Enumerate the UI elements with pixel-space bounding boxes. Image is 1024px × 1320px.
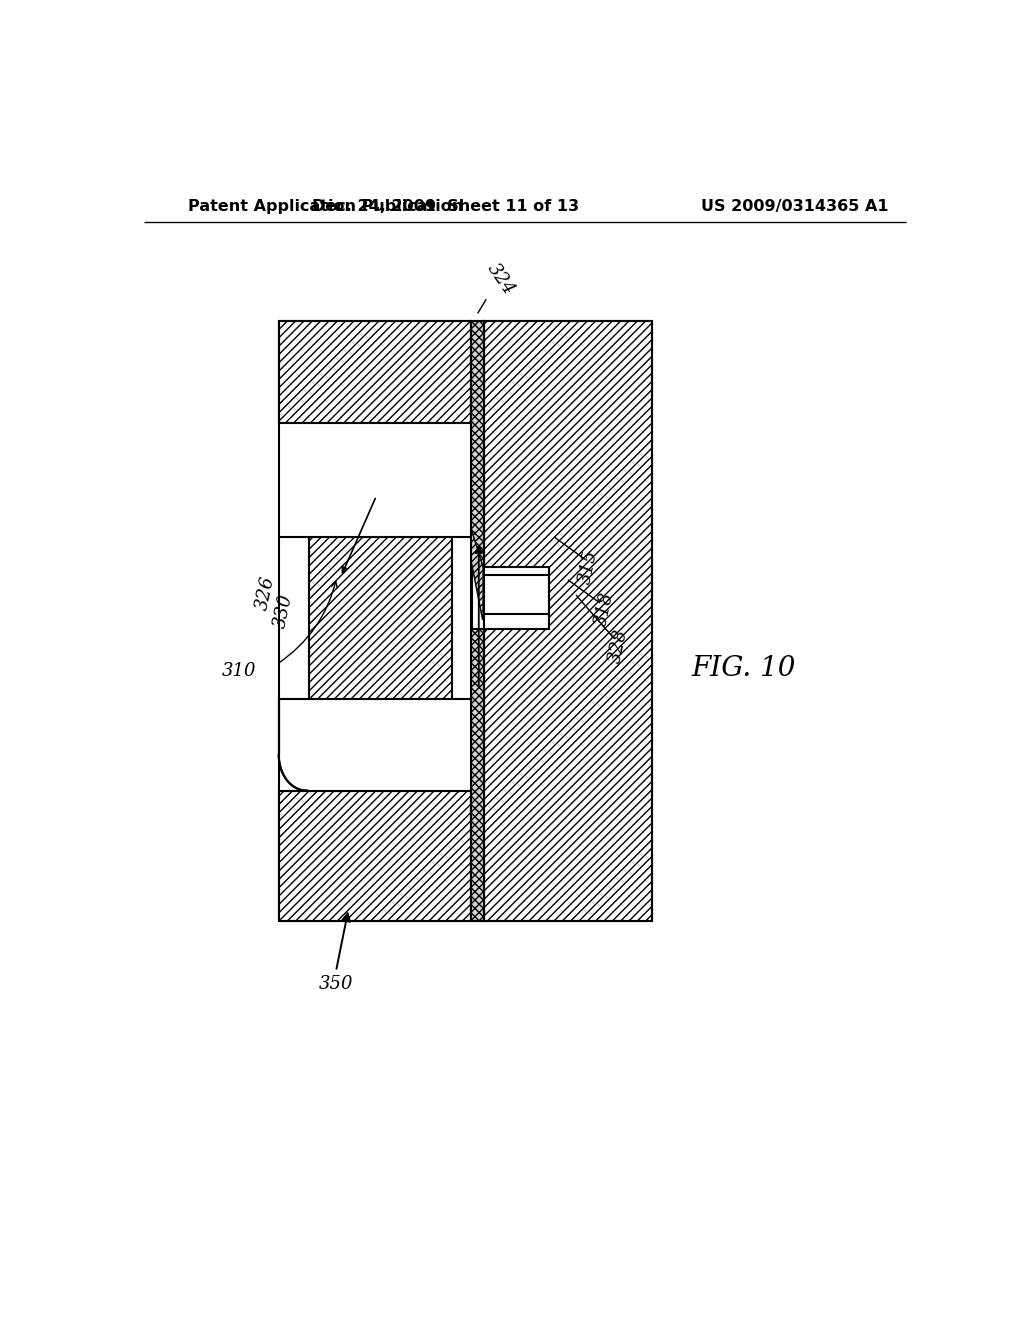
- Bar: [483, 576, 549, 614]
- Bar: [279, 422, 471, 536]
- Bar: [279, 700, 471, 791]
- Bar: [279, 321, 471, 422]
- Bar: [279, 700, 334, 791]
- Bar: [472, 568, 549, 630]
- Text: 324: 324: [483, 260, 518, 298]
- Bar: [279, 700, 309, 791]
- Text: 328: 328: [606, 627, 631, 665]
- Text: 310: 310: [222, 661, 257, 680]
- Text: Dec. 24, 2009  Sheet 11 of 13: Dec. 24, 2009 Sheet 11 of 13: [312, 199, 579, 214]
- Text: US 2009/0314365 A1: US 2009/0314365 A1: [700, 199, 889, 214]
- Bar: [483, 321, 652, 921]
- Bar: [279, 536, 309, 700]
- Text: 350: 350: [318, 974, 353, 993]
- Bar: [309, 536, 452, 700]
- Polygon shape: [472, 532, 482, 619]
- Bar: [471, 321, 483, 921]
- Text: 330: 330: [271, 591, 296, 630]
- Bar: [452, 536, 471, 700]
- Text: Patent Application Publication: Patent Application Publication: [187, 199, 463, 214]
- Text: FIG. 10: FIG. 10: [691, 655, 796, 682]
- Text: 326: 326: [253, 574, 278, 612]
- Bar: [279, 791, 471, 921]
- Text: 318: 318: [592, 590, 616, 627]
- Text: 315: 315: [575, 548, 601, 586]
